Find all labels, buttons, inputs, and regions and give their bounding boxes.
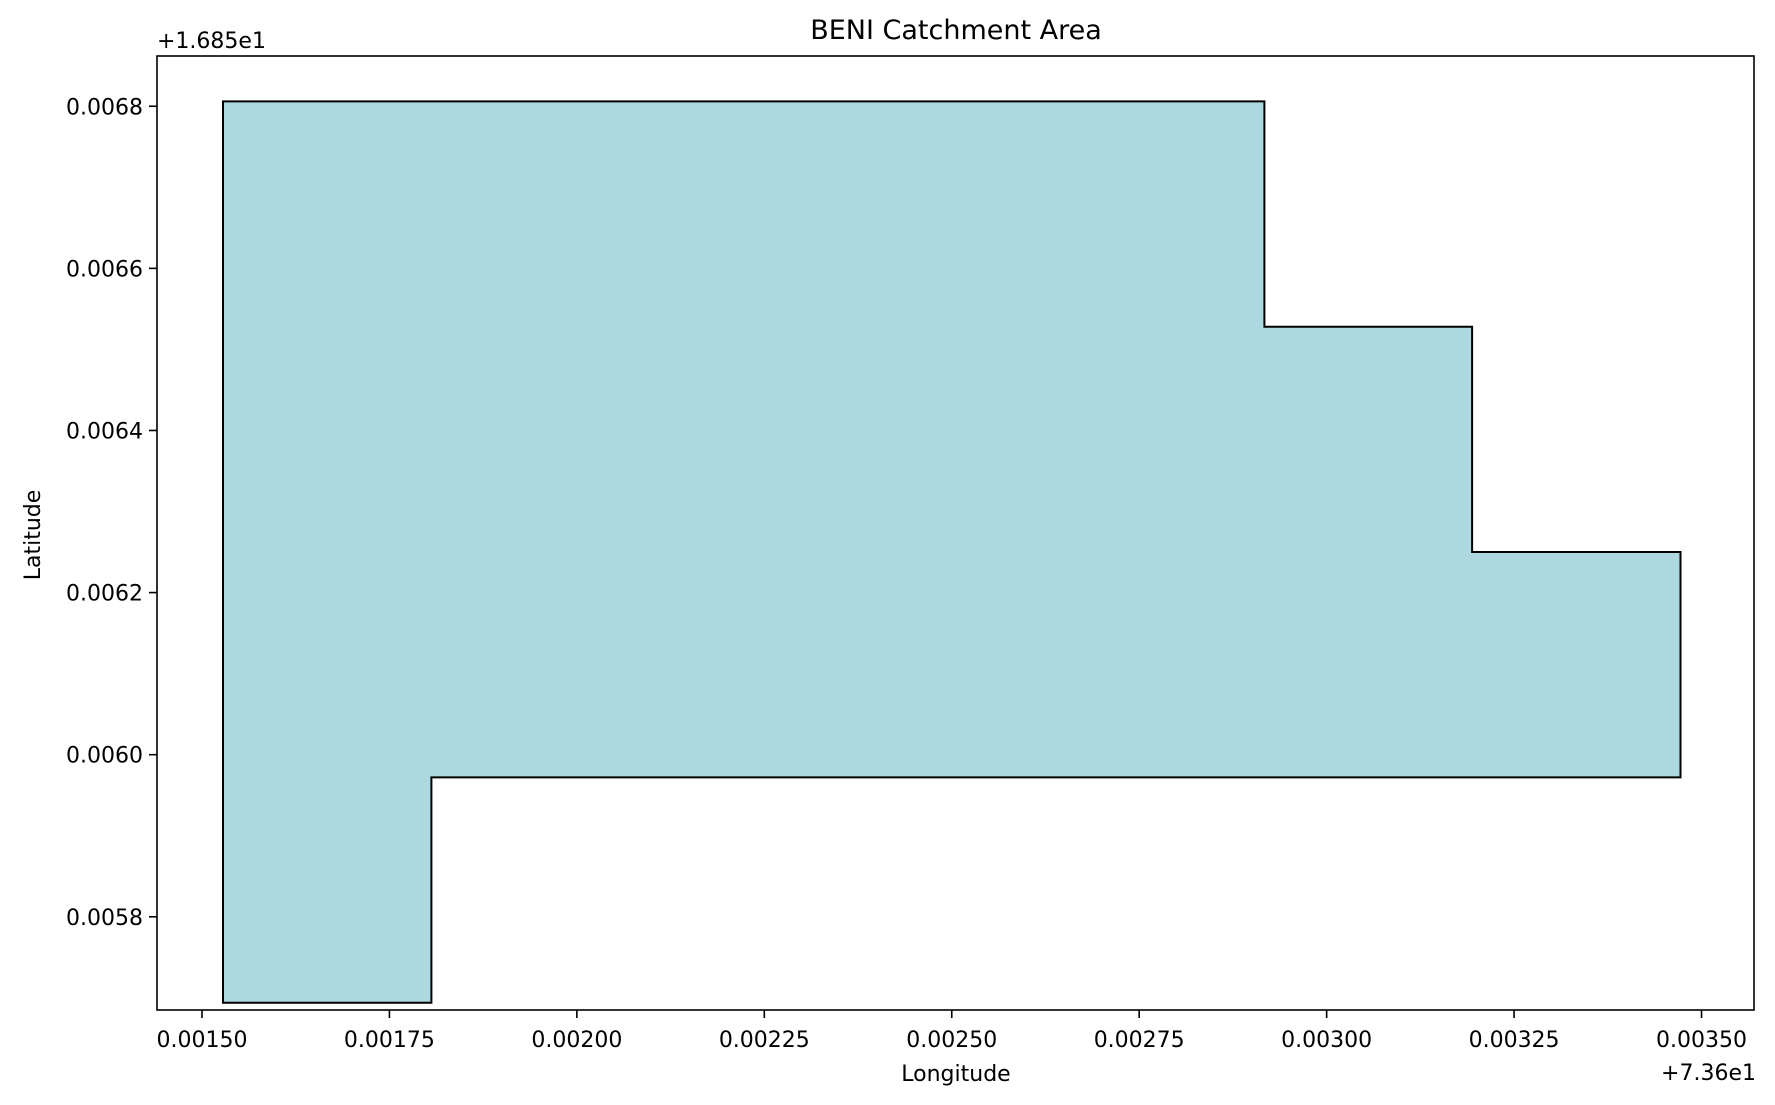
x-tick-label: 0.00350 [1656,1028,1747,1053]
y-tick-label: 0.0066 [66,257,143,282]
x-tick-label: 0.00175 [344,1028,435,1053]
y-tick-label: 0.0068 [66,95,143,120]
x-tick-label: 0.00200 [531,1028,622,1053]
x-tick-label: 0.00150 [156,1028,247,1053]
y-tick-label: 0.0060 [66,744,143,769]
axes-frame [156,55,1755,1011]
y-axis-title: Latitude [21,490,46,581]
y-offset-label: +1.685e1 [157,29,266,54]
x-axis-ticks: 0.00150 0.00175 0.00200 0.00225 0.00250 0.002… [156,1010,1747,1053]
x-tick-label: 0.00275 [1094,1028,1185,1053]
catchment-polygon [222,100,1682,1004]
x-tick-label: 0.00250 [906,1028,997,1053]
chart-title: BENI Catchment Area [810,15,1102,46]
y-tick-label: 0.0064 [66,419,143,444]
x-tick-label: 0.00325 [1469,1028,1560,1053]
y-axis-ticks: 0.0058 0.0060 0.0062 0.0064 0.0066 0.0068 [66,95,157,931]
x-axis-title: Longitude [901,1062,1010,1087]
y-tick-label: 0.0058 [66,906,143,931]
y-tick-label: 0.0062 [66,582,143,607]
x-offset-label: +7.36e1 [1661,1061,1756,1086]
x-tick-label: 0.00225 [719,1028,810,1053]
x-tick-label: 0.00300 [1281,1028,1372,1053]
